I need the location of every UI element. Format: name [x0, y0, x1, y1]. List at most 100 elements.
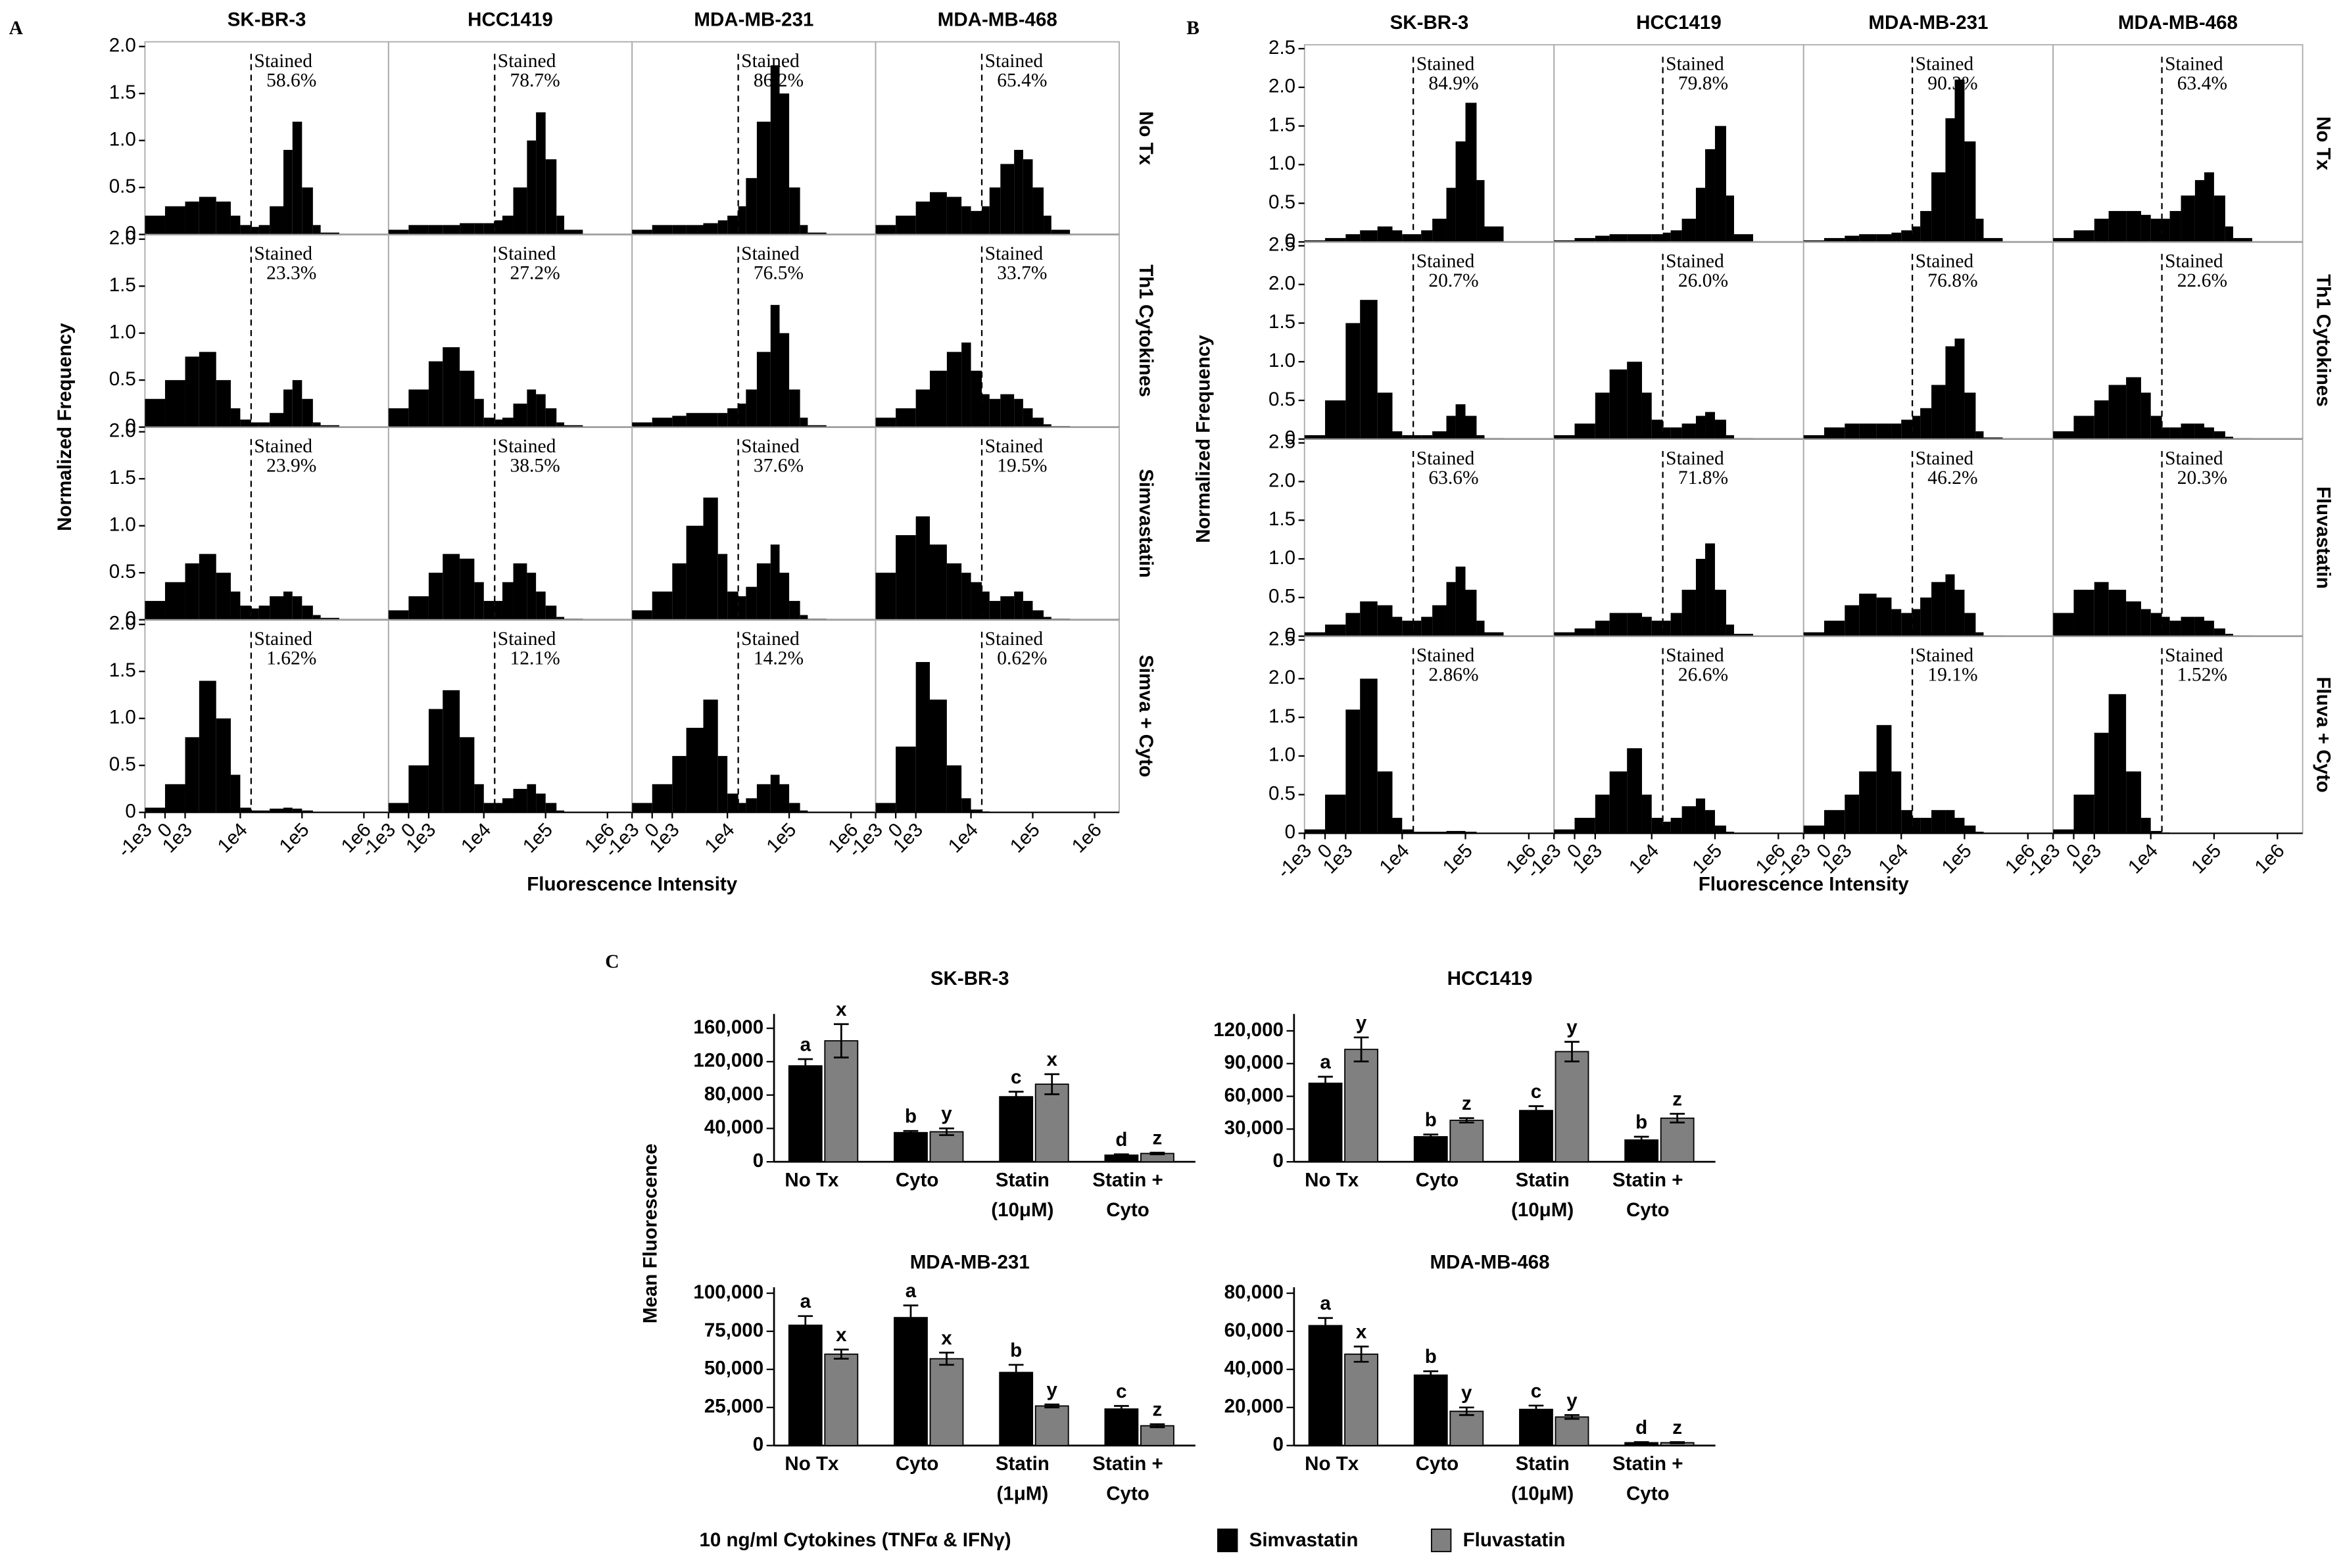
- histogram-bin: [145, 398, 165, 427]
- histogram-bin: [1392, 230, 1403, 242]
- histogram-bin: [1455, 404, 1466, 439]
- bar: [1104, 1408, 1139, 1446]
- histogram-bin: [672, 225, 687, 235]
- error-bar: [1114, 1153, 1129, 1157]
- histogram-bin: [789, 601, 800, 620]
- histogram-bin: [930, 192, 947, 235]
- histogram-bin: [896, 746, 916, 813]
- bar: [1344, 1353, 1378, 1446]
- significance-letter: b: [1635, 1111, 1647, 1133]
- gate-label: Stained: [254, 51, 312, 72]
- histogram-bin: [1901, 230, 1913, 242]
- error-bar: [1423, 1133, 1439, 1140]
- histogram-bin: [915, 661, 930, 813]
- y-tick-label: 160,000: [693, 1016, 763, 1038]
- gate-label: Stained: [498, 243, 556, 264]
- histogram-bin: [632, 229, 652, 235]
- x-tick-label: (10μM): [1511, 1483, 1574, 1505]
- histogram-bin: [1014, 149, 1023, 235]
- histogram-bin: [1954, 338, 1965, 439]
- histogram-bin: [1484, 226, 1504, 242]
- histogram-bin: [1465, 103, 1477, 242]
- stained-percent: 1.62%: [266, 648, 316, 669]
- histogram-bin: [536, 794, 546, 813]
- histogram-bin: [443, 554, 460, 620]
- y-tick-label: 1.0: [109, 707, 136, 728]
- histogram-bin: [270, 808, 283, 813]
- histogram-bin: [312, 225, 321, 235]
- histogram-bin: [545, 606, 557, 620]
- histogram-bin: [2073, 230, 2094, 242]
- histogram-bin: [2126, 771, 2141, 834]
- y-tick-label: 2.5: [1268, 431, 1295, 452]
- histogram-bin: [2194, 423, 2204, 439]
- error-bar: [1564, 1414, 1580, 1420]
- histogram-bin: [556, 617, 565, 620]
- stained-percent: 26.6%: [1678, 665, 1728, 686]
- histogram-bin: [240, 606, 251, 620]
- significance-letter: y: [1566, 1390, 1578, 1412]
- histogram-bin: [1920, 210, 1932, 242]
- stained-percent: 76.5%: [754, 263, 804, 284]
- histogram-bin: [1705, 149, 1715, 242]
- histogram-bin: [756, 784, 771, 813]
- significance-letter: b: [1425, 1109, 1437, 1131]
- significance-letter: z: [1153, 1128, 1163, 1149]
- histogram-bin: [2094, 582, 2109, 636]
- gate-label: Stained: [1416, 251, 1475, 272]
- histogram-bin: [1695, 559, 1706, 636]
- bar: [1034, 1405, 1069, 1446]
- histogram-bin: [1345, 234, 1361, 242]
- histogram-bin: [800, 225, 808, 235]
- histogram-bin: [495, 220, 502, 235]
- gate-label: Stained: [985, 629, 1044, 650]
- histogram-bin: [216, 380, 231, 427]
- y-tick-label: 0: [1285, 427, 1295, 449]
- y-tick-label: 30,000: [1224, 1117, 1284, 1139]
- histogram-bin: [1360, 230, 1378, 242]
- y-tick-label: 50,000: [704, 1358, 763, 1379]
- histogram-bin: [1325, 794, 1346, 834]
- stained-percent: 1.52%: [2177, 665, 2227, 686]
- error-bar: [1633, 1441, 1649, 1444]
- histogram-bin: [1901, 613, 1913, 636]
- histogram-bin: [961, 798, 971, 813]
- row-label: Fluva + Cyto: [2312, 677, 2334, 792]
- histogram-bin: [800, 615, 808, 620]
- histogram-bin: [216, 201, 231, 235]
- histogram-bin: [1714, 126, 1726, 242]
- histogram-bin: [495, 419, 502, 427]
- histogram-bin: [2126, 601, 2141, 636]
- histogram-bin: [727, 216, 738, 235]
- y-tick-label: 1.0: [109, 321, 136, 343]
- histogram-bin: [971, 809, 982, 813]
- histogram-bin: [2140, 214, 2151, 242]
- histogram-bin: [652, 417, 673, 427]
- histogram-bin: [1484, 632, 1504, 636]
- histogram-bin: [1975, 632, 1984, 636]
- histogram-bin: [460, 737, 475, 813]
- chart-title: HCC1419: [1447, 968, 1533, 989]
- histogram-bin: [1726, 195, 1734, 242]
- histogram-bin: [1983, 437, 2003, 439]
- gate-label: Stained: [498, 629, 556, 650]
- histogram-bin: [808, 425, 827, 427]
- histogram-bin: [672, 755, 687, 813]
- histogram-bin: [961, 206, 971, 235]
- histogram-bin: [2162, 832, 2170, 834]
- stained-percent: 78.7%: [510, 70, 560, 91]
- histogram-bin: [738, 206, 746, 235]
- histogram-bin: [2073, 416, 2094, 439]
- histogram-bin: [1954, 80, 1965, 242]
- histogram-bin: [230, 216, 241, 235]
- y-tick-label: 2.0: [109, 35, 136, 57]
- histogram-bin: [216, 573, 231, 620]
- histogram-bin: [545, 803, 557, 813]
- histogram-bin: [388, 229, 409, 235]
- x-tick-label: Statin +: [1612, 1170, 1683, 1191]
- stained-percent: 46.2%: [1927, 467, 1977, 488]
- histogram-bin: [483, 417, 495, 427]
- histogram-bin: [1392, 431, 1403, 439]
- y-tick-label: 1.5: [109, 274, 136, 296]
- histogram-bin: [199, 352, 216, 427]
